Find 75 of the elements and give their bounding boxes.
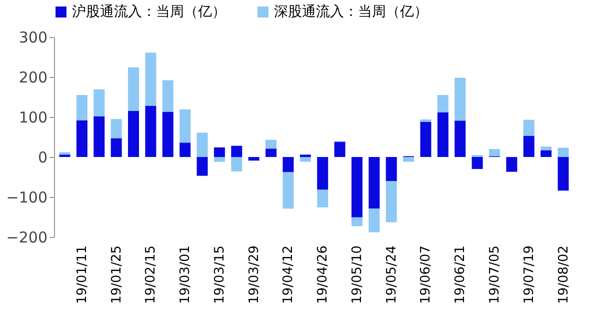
y-tick-label: 0 xyxy=(38,148,48,166)
bar xyxy=(214,157,225,162)
bar xyxy=(403,157,414,162)
x-tick-label: 19/06/21 xyxy=(453,246,468,304)
x-tick-label: 19/03/01 xyxy=(178,246,194,304)
bar xyxy=(540,150,552,157)
y-tick-label: 100 xyxy=(18,108,48,126)
bar xyxy=(248,157,260,161)
x-tick-label: 19/07/19 xyxy=(522,246,537,304)
bar xyxy=(145,52,156,106)
bar xyxy=(488,149,500,156)
y-tick-label: 300 xyxy=(18,28,48,46)
x-tick-label: 19/01/25 xyxy=(109,246,124,304)
legend-label: 沪股通流入：当周（亿） xyxy=(72,4,226,20)
bar xyxy=(162,80,174,112)
legend-label: 深股通流入：当周（亿） xyxy=(274,4,428,20)
bar xyxy=(506,157,518,172)
x-tick-label: 19/05/24 xyxy=(384,246,400,304)
x-tick-label: 19/03/15 xyxy=(212,246,228,304)
x-tick-label: 19/08/02 xyxy=(556,246,572,304)
bar xyxy=(145,106,156,157)
bar xyxy=(110,119,122,138)
bar xyxy=(94,116,105,157)
bar xyxy=(437,95,448,112)
bar xyxy=(386,181,397,222)
x-tick-label: 19/07/05 xyxy=(487,246,502,304)
bar xyxy=(282,157,294,172)
bar xyxy=(110,138,122,157)
x-tick-label: 19/06/07 xyxy=(418,246,434,304)
x-tick-label: 19/03/29 xyxy=(246,246,262,304)
bar xyxy=(180,142,191,157)
y-tick-label: −100 xyxy=(6,188,48,206)
bar xyxy=(558,157,569,191)
x-tick-label: 19/04/26 xyxy=(316,246,331,304)
x-tick-label: 19/01/11 xyxy=(74,246,90,304)
bar xyxy=(128,111,140,157)
bar xyxy=(437,112,448,157)
bar xyxy=(76,95,88,120)
bar xyxy=(180,109,191,143)
bar xyxy=(76,120,88,157)
bar xyxy=(558,148,569,157)
bar xyxy=(454,78,466,121)
bar xyxy=(59,152,70,155)
y-tick-label: 200 xyxy=(18,68,48,86)
bar xyxy=(351,217,362,226)
bar xyxy=(523,120,534,136)
x-tick-label: 19/04/12 xyxy=(281,246,296,304)
bar xyxy=(368,208,380,232)
bar xyxy=(454,120,466,157)
bar xyxy=(94,89,105,116)
bar xyxy=(300,157,311,162)
bar xyxy=(334,142,346,157)
bar xyxy=(282,172,294,209)
bar xyxy=(420,122,432,157)
bar xyxy=(266,148,277,157)
bar xyxy=(162,112,174,157)
bar xyxy=(196,157,208,176)
bar xyxy=(540,146,552,150)
bar xyxy=(351,157,362,218)
bar xyxy=(214,147,225,157)
y-tick-label: −200 xyxy=(6,228,48,246)
bar xyxy=(523,136,534,157)
bar xyxy=(386,157,397,181)
bar xyxy=(472,157,483,169)
x-tick-label: 19/05/10 xyxy=(350,246,365,304)
bar xyxy=(128,67,140,111)
bar xyxy=(317,157,328,190)
bar xyxy=(317,190,328,208)
x-tick-label: 19/02/15 xyxy=(144,246,159,304)
bar xyxy=(420,119,432,122)
bar xyxy=(196,132,208,157)
bar xyxy=(231,146,242,157)
bar xyxy=(368,157,380,209)
bar xyxy=(231,157,242,172)
bar xyxy=(266,140,277,149)
